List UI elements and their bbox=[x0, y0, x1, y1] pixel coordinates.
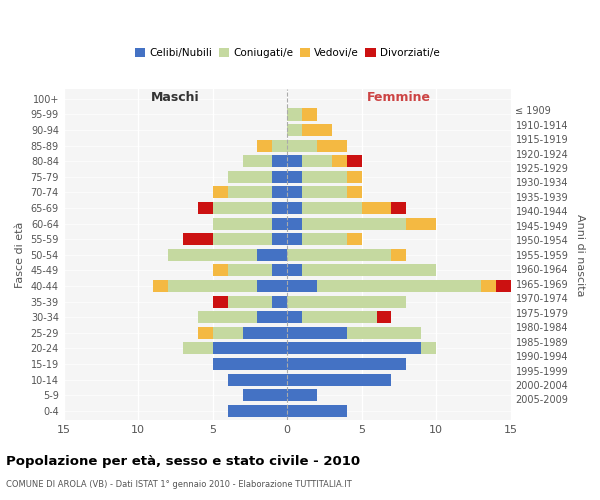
Bar bbox=[213, 358, 287, 370]
Bar bbox=[213, 186, 227, 198]
Bar bbox=[213, 202, 272, 214]
Bar bbox=[198, 326, 213, 339]
Bar bbox=[287, 186, 302, 198]
Bar bbox=[242, 155, 272, 168]
Bar bbox=[213, 218, 272, 230]
Bar bbox=[287, 233, 302, 245]
Bar bbox=[168, 248, 257, 261]
Bar bbox=[287, 155, 302, 168]
Bar bbox=[272, 140, 287, 151]
Bar bbox=[242, 326, 287, 339]
Bar bbox=[287, 374, 391, 386]
Bar bbox=[391, 202, 406, 214]
Bar bbox=[302, 202, 362, 214]
Bar bbox=[317, 140, 347, 151]
Bar bbox=[257, 248, 287, 261]
Bar bbox=[227, 296, 272, 308]
Bar bbox=[421, 342, 436, 354]
Bar bbox=[287, 311, 302, 324]
Y-axis label: Anni di nascita: Anni di nascita bbox=[575, 214, 585, 296]
Bar bbox=[481, 280, 496, 292]
Bar bbox=[287, 218, 302, 230]
Bar bbox=[183, 342, 213, 354]
Bar bbox=[391, 248, 406, 261]
Bar bbox=[213, 296, 227, 308]
Bar bbox=[302, 155, 332, 168]
Bar bbox=[257, 140, 272, 151]
Bar bbox=[287, 280, 317, 292]
Bar bbox=[168, 280, 257, 292]
Bar bbox=[287, 389, 317, 402]
Bar bbox=[332, 155, 347, 168]
Bar bbox=[213, 342, 287, 354]
Bar bbox=[242, 389, 287, 402]
Bar bbox=[302, 124, 332, 136]
Y-axis label: Fasce di età: Fasce di età bbox=[15, 222, 25, 288]
Bar bbox=[272, 218, 287, 230]
Bar bbox=[287, 124, 302, 136]
Bar bbox=[347, 155, 362, 168]
Bar bbox=[213, 233, 272, 245]
Bar bbox=[362, 202, 391, 214]
Text: Maschi: Maschi bbox=[151, 91, 200, 104]
Bar bbox=[287, 264, 302, 276]
Bar bbox=[227, 404, 287, 417]
Bar bbox=[302, 264, 436, 276]
Bar bbox=[347, 326, 421, 339]
Bar bbox=[272, 170, 287, 183]
Bar bbox=[406, 218, 436, 230]
Bar bbox=[272, 202, 287, 214]
Bar bbox=[287, 170, 302, 183]
Text: Femmine: Femmine bbox=[367, 91, 431, 104]
Bar bbox=[287, 248, 391, 261]
Bar bbox=[317, 280, 481, 292]
Bar bbox=[272, 296, 287, 308]
Bar bbox=[287, 358, 406, 370]
Bar bbox=[272, 264, 287, 276]
Bar bbox=[377, 311, 391, 324]
Text: Popolazione per età, sesso e stato civile - 2010: Popolazione per età, sesso e stato civil… bbox=[6, 455, 360, 468]
Bar bbox=[302, 311, 377, 324]
Bar bbox=[227, 186, 272, 198]
Bar bbox=[287, 140, 317, 151]
Bar bbox=[287, 108, 302, 120]
Bar bbox=[227, 264, 272, 276]
Bar bbox=[272, 233, 287, 245]
Bar bbox=[198, 311, 257, 324]
Bar bbox=[287, 296, 406, 308]
Bar bbox=[272, 186, 287, 198]
Bar bbox=[257, 280, 287, 292]
Bar bbox=[302, 170, 347, 183]
Bar bbox=[287, 202, 302, 214]
Bar bbox=[153, 280, 168, 292]
Bar bbox=[272, 155, 287, 168]
Bar bbox=[227, 374, 287, 386]
Bar bbox=[302, 186, 347, 198]
Bar bbox=[287, 404, 347, 417]
Bar bbox=[287, 342, 421, 354]
Bar bbox=[302, 218, 406, 230]
Bar bbox=[227, 170, 272, 183]
Bar bbox=[496, 280, 511, 292]
Legend: Celibi/Nubili, Coniugati/e, Vedovi/e, Divorziati/e: Celibi/Nubili, Coniugati/e, Vedovi/e, Di… bbox=[131, 44, 443, 62]
Bar bbox=[347, 233, 362, 245]
Bar bbox=[257, 311, 287, 324]
Bar bbox=[198, 202, 213, 214]
Bar bbox=[302, 108, 317, 120]
Bar bbox=[347, 170, 362, 183]
Bar bbox=[302, 233, 347, 245]
Bar bbox=[213, 326, 242, 339]
Bar bbox=[183, 233, 213, 245]
Bar bbox=[287, 326, 347, 339]
Bar bbox=[213, 264, 227, 276]
Text: COMUNE DI AROLA (VB) - Dati ISTAT 1° gennaio 2010 - Elaborazione TUTTITALIA.IT: COMUNE DI AROLA (VB) - Dati ISTAT 1° gen… bbox=[6, 480, 352, 489]
Bar bbox=[347, 186, 362, 198]
